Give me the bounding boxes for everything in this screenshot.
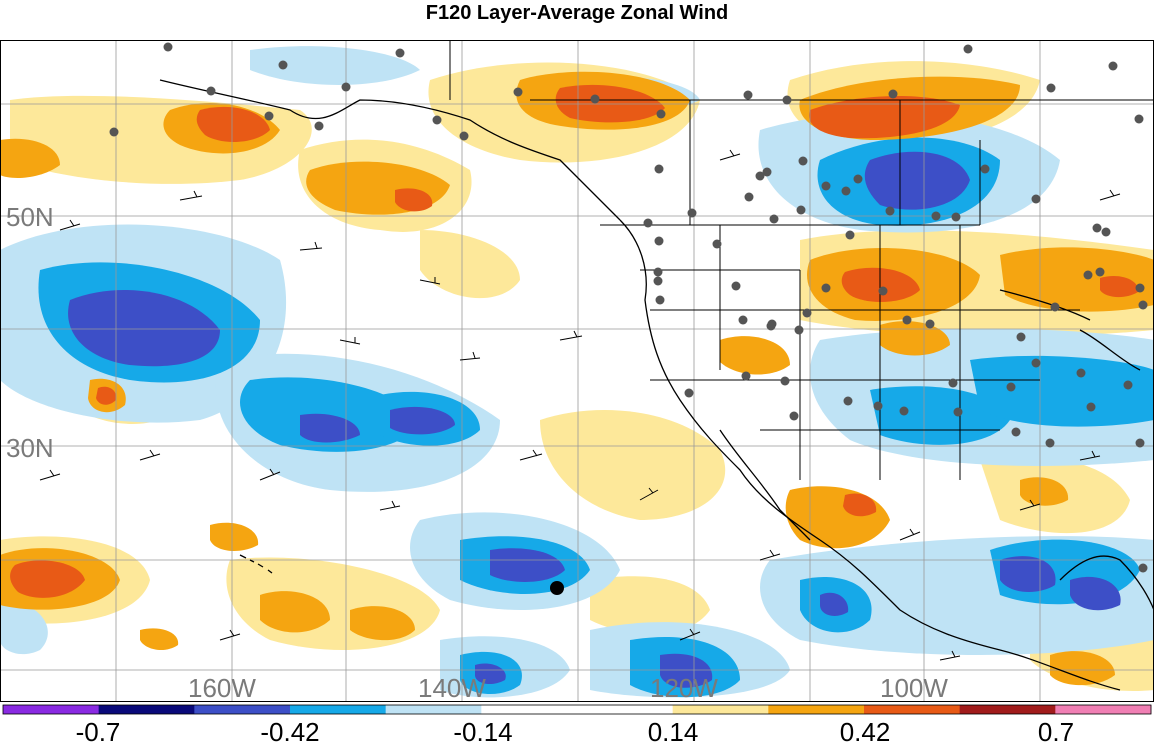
colorbar-label-m0.14: -0.14 [453,717,512,743]
colorbar-swatch [3,705,100,714]
colorbar-frame [2,704,1152,715]
colorbar-swatches [3,705,1152,714]
colorbar-swatch [959,705,1056,714]
wind-barbs [39,149,1121,661]
colorbar-swatch [1055,705,1152,714]
station-dots [109,42,1148,573]
colorbar-label-0.42: 0.42 [840,717,891,743]
colorbar: -0.7 -0.42 -0.14 0.14 0.42 0.7 [2,704,1152,743]
lon-label-120w: 120W [650,673,718,702]
lon-label-160w: 160W [188,673,256,702]
colorbar-swatch [194,705,291,714]
strong-positive-regions [10,84,1139,598]
colorbar-label-m0.7: -0.7 [76,717,121,743]
colorbar-swatch [768,705,865,714]
graticule [0,40,1154,702]
colorbar-label-m0.42: -0.42 [260,717,319,743]
colorbar-swatch [577,705,674,714]
colorbar-label-0.14: 0.14 [648,717,699,743]
lon-label-100w: 100W [880,673,948,702]
colorbar-swatch [290,705,387,714]
colorbar-swatch [98,705,195,714]
colorbar-swatch [385,705,482,714]
political-boundaries [449,40,1154,480]
colorbar-swatch [672,705,769,714]
colorbar-swatch [481,705,578,714]
lon-label-140w: 140W [418,673,486,702]
lat-label-50n: 50N [6,202,54,232]
point-marker [550,581,564,595]
zonal-wind-map: 50N 30N 160W 140W 120W 100W [0,40,1154,702]
chart-title: F120 Layer-Average Zonal Wind [425,2,729,24]
colorbar-label-0.7: 0.7 [1038,717,1074,743]
colorbar-swatch [864,705,961,714]
lat-label-30n: 30N [6,433,54,463]
strong-negative-regions [68,151,1121,688]
